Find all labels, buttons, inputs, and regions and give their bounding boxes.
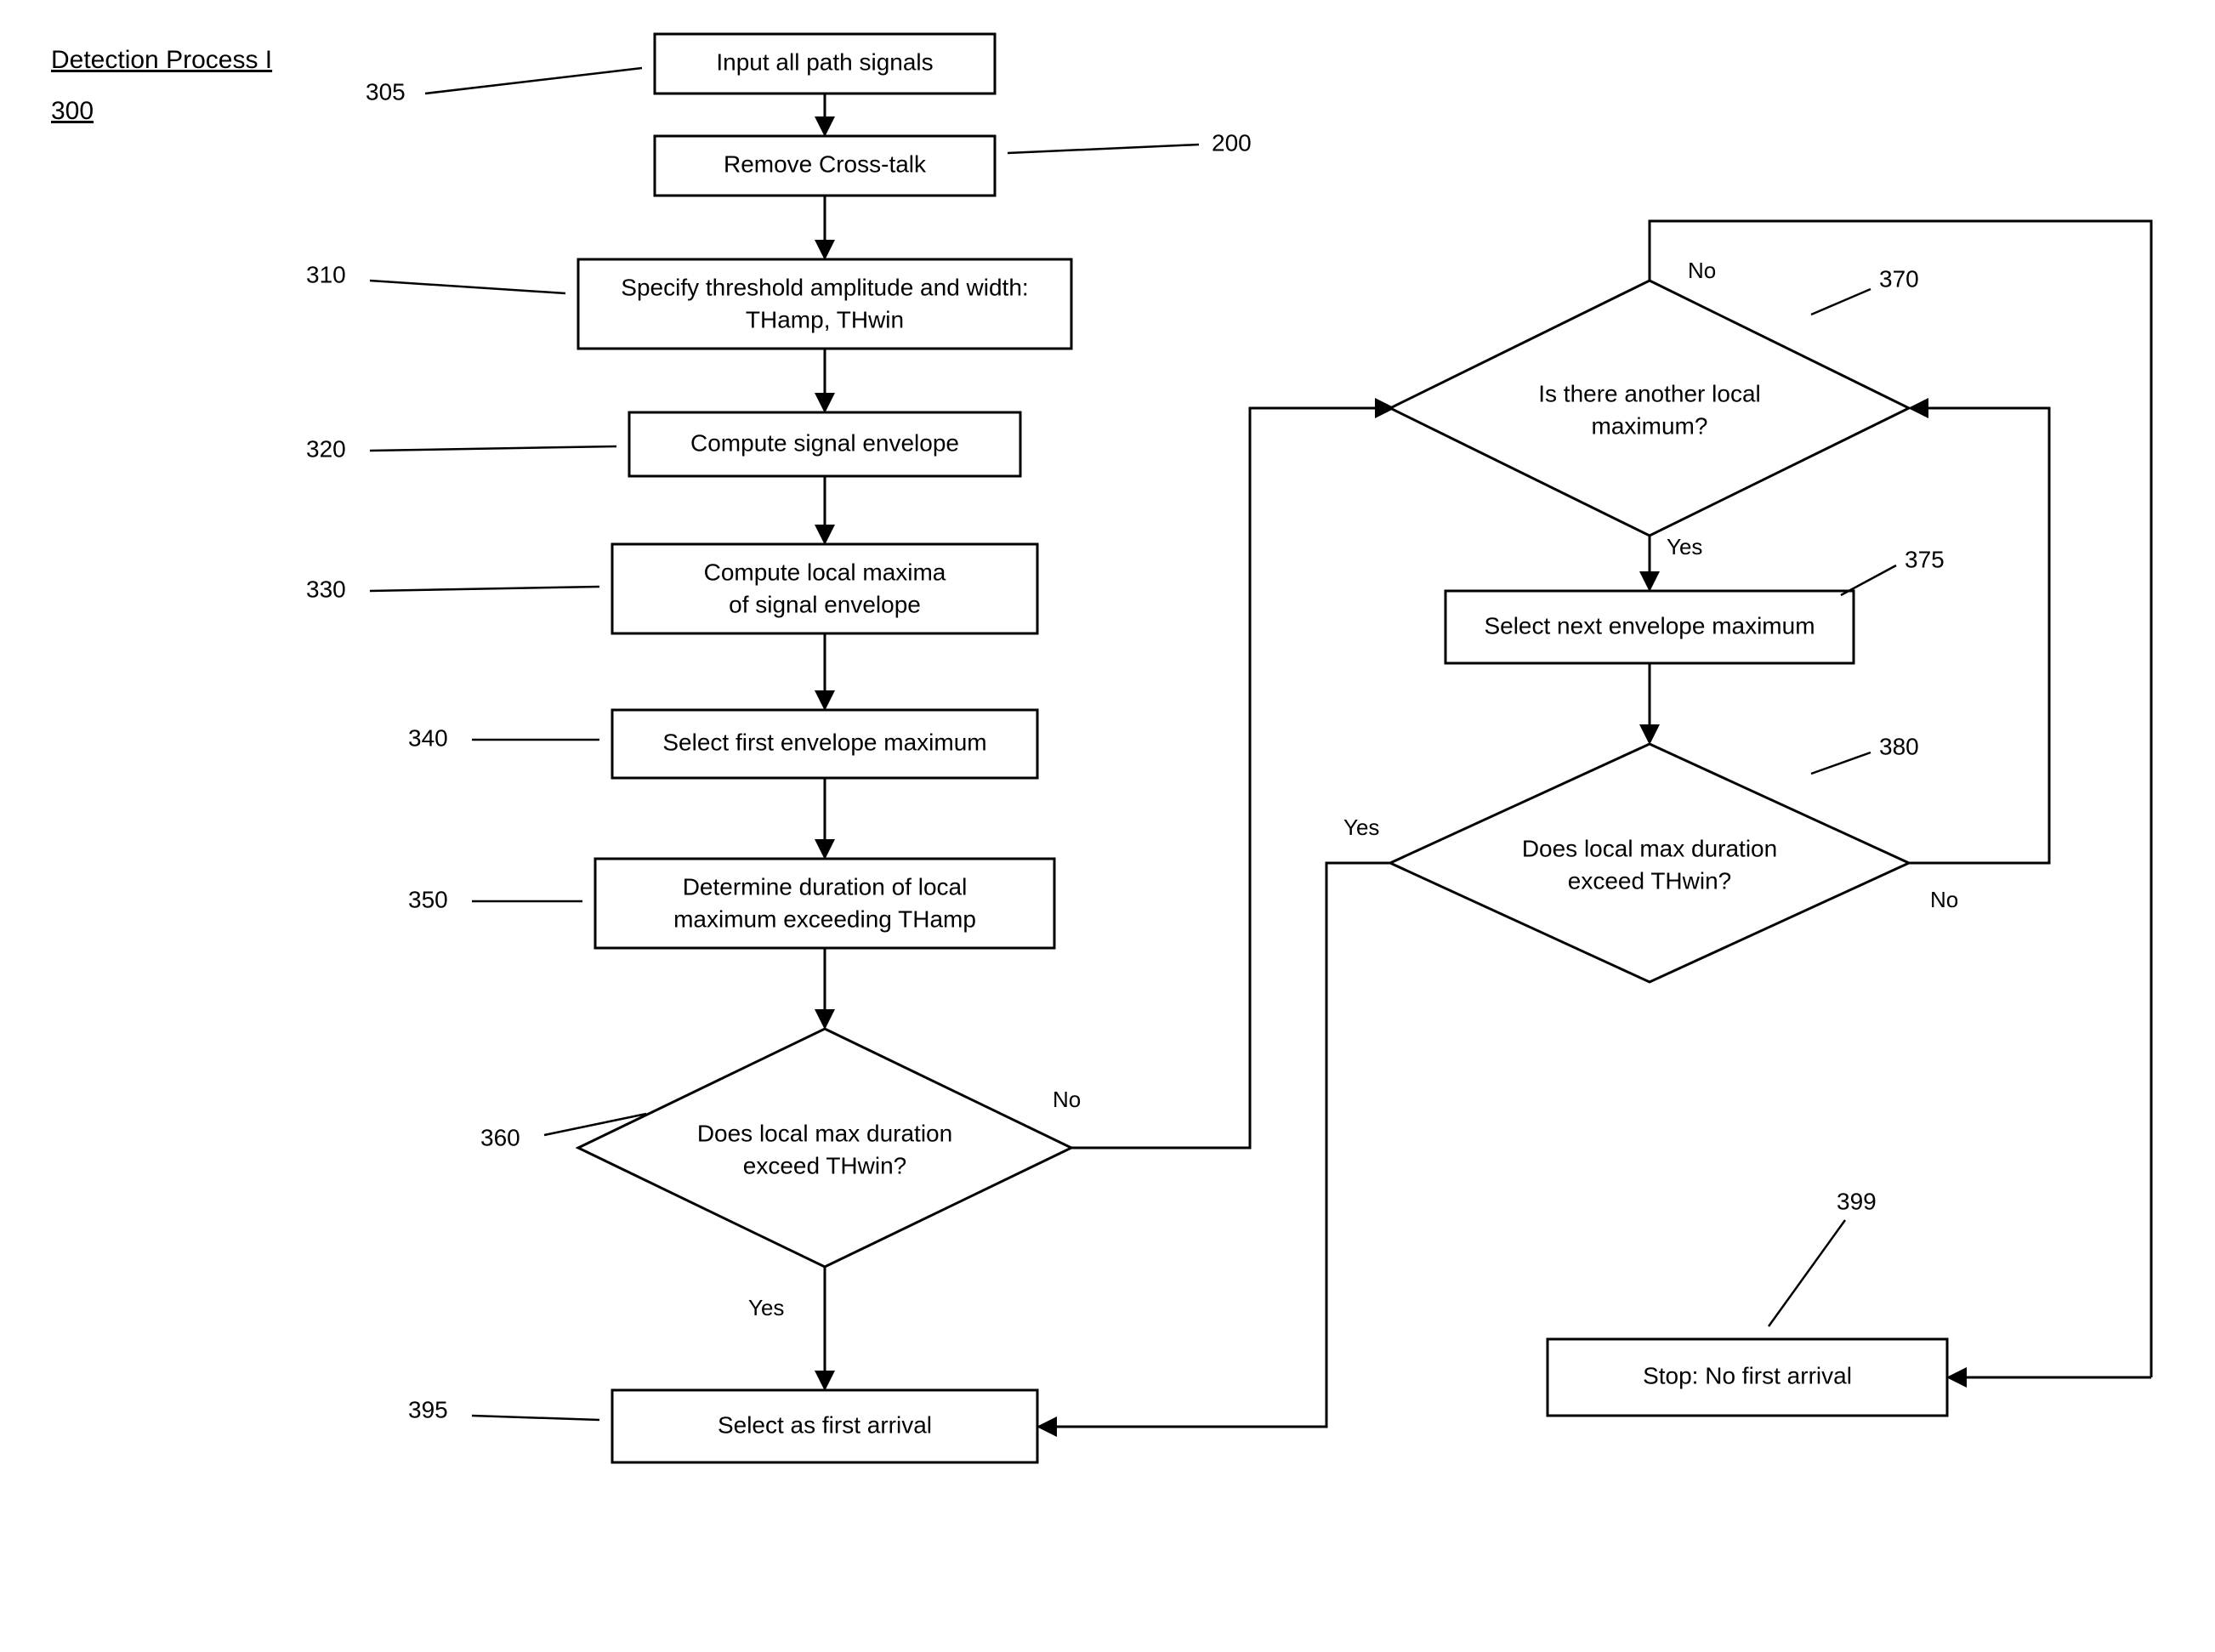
label-399: 399 <box>1837 1188 1877 1214</box>
leader-395 <box>472 1416 599 1420</box>
edge-370-yes: Yes <box>1667 534 1702 559</box>
node-340-text: Select first envelope maximum <box>662 729 986 755</box>
label-310: 310 <box>306 261 346 287</box>
node-360 <box>578 1029 1071 1267</box>
node-320-text: Compute signal envelope <box>690 429 959 456</box>
flowchart-canvas: Detection Process I 300 Input all path s… <box>0 0 2215 1652</box>
label-375: 375 <box>1905 546 1945 572</box>
label-320: 320 <box>306 435 346 462</box>
node-370-text-0: Is there another local <box>1538 380 1761 406</box>
leader-320 <box>370 446 616 451</box>
edge-360-no: No <box>1053 1087 1081 1112</box>
leader-370 <box>1811 289 1871 315</box>
node-380-text-0: Does local max duration <box>1522 835 1777 861</box>
diagram-title-line2: 300 <box>51 97 94 125</box>
label-395: 395 <box>408 1396 448 1422</box>
edge-380-no: No <box>1930 887 1958 912</box>
node-399-text: Stop: No first arrival <box>1643 1362 1852 1388</box>
node-330 <box>612 544 1037 633</box>
edge-370-no: No <box>1688 258 1716 283</box>
node-305-text: Input all path signals <box>716 48 933 75</box>
node-395-text: Select as first arrival <box>718 1411 932 1438</box>
node-330-text-0: Compute local maxima <box>704 559 946 585</box>
leader-399 <box>1769 1220 1845 1326</box>
node-310-text-1: THamp, THwin <box>746 306 904 332</box>
node-380 <box>1390 744 1909 982</box>
node-360-text-0: Does local max duration <box>697 1120 952 1146</box>
edge-380-yes: Yes <box>1343 815 1379 840</box>
diagram-title-line1: Detection Process I <box>51 46 272 74</box>
node-350-text-1: maximum exceeding THamp <box>673 905 976 932</box>
node-380-text-1: exceed THwin? <box>1568 867 1731 894</box>
node-360-text-1: exceed THwin? <box>743 1152 906 1178</box>
node-330-text-1: of signal envelope <box>729 591 921 617</box>
node-350 <box>595 859 1054 948</box>
leader-200 <box>1008 145 1199 153</box>
label-200: 200 <box>1212 129 1252 156</box>
leader-330 <box>370 587 599 591</box>
node-310 <box>578 259 1071 349</box>
edge-360-yes: Yes <box>748 1295 784 1320</box>
node-375-text: Select next envelope maximum <box>1484 612 1815 639</box>
node-370-text-1: maximum? <box>1592 412 1708 439</box>
node-310-text-0: Specify threshold amplitude and width: <box>621 274 1028 300</box>
leader-305 <box>425 68 642 94</box>
node-200-text: Remove Cross-talk <box>724 150 927 177</box>
label-370: 370 <box>1879 265 1919 292</box>
node-350-text-0: Determine duration of local <box>683 873 968 900</box>
leader-310 <box>370 281 565 293</box>
label-360: 360 <box>480 1124 520 1150</box>
label-330: 330 <box>306 576 346 602</box>
label-305: 305 <box>366 78 406 105</box>
node-370 <box>1390 281 1909 536</box>
label-340: 340 <box>408 724 448 751</box>
label-380: 380 <box>1879 733 1919 759</box>
leader-375 <box>1841 565 1896 595</box>
leader-380 <box>1811 752 1871 774</box>
label-350: 350 <box>408 886 448 912</box>
